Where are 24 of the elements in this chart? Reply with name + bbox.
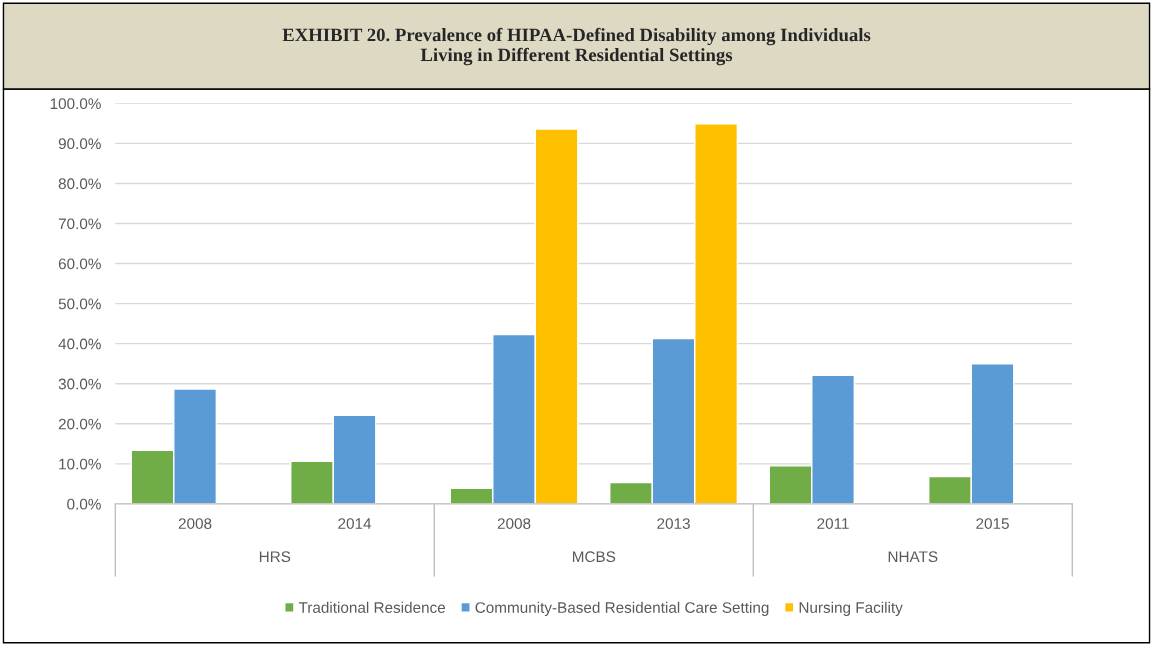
- y-tick-label: 90.0%: [58, 138, 101, 150]
- x-tick-label: 2013: [657, 518, 690, 529]
- y-tick-label: 40.0%: [58, 338, 101, 350]
- x-tick-label: 2011: [817, 518, 849, 529]
- chart-title: EXHIBIT 20. Prevalence of HIPAA-Defined Disability among Individuals Living in Different Residential Settings: [282, 27, 871, 66]
- legend-label: Community-Based Residential Care Setting: [475, 601, 769, 616]
- y-tick-label: 80.0%: [58, 178, 101, 190]
- y-tick-label: 70.0%: [58, 218, 101, 230]
- x-tick-label: 2014: [338, 518, 372, 529]
- y-tick-label: 20.0%: [58, 418, 101, 430]
- y-tick-label: 10.0%: [59, 458, 101, 470]
- y-tick-label: 0.0%: [67, 498, 101, 510]
- y-tick-label: 60.0%: [58, 258, 101, 270]
- x-tick-label: 2015: [976, 518, 1009, 529]
- y-tick-label: 100.0%: [50, 98, 101, 110]
- x-tick-label: 2008: [178, 518, 212, 529]
- legend-label: Traditional Residence: [298, 601, 446, 613]
- text: NHATS: [888, 551, 938, 563]
- text: MCBS: [572, 551, 616, 563]
- y-tick-label: 30.0%: [58, 378, 101, 390]
- text: HRS: [259, 551, 291, 563]
- y-tick-label: 50.0%: [58, 298, 101, 310]
- x-tick-label: 2008: [497, 518, 531, 529]
- legend-label: Nursing Facility: [799, 601, 903, 616]
